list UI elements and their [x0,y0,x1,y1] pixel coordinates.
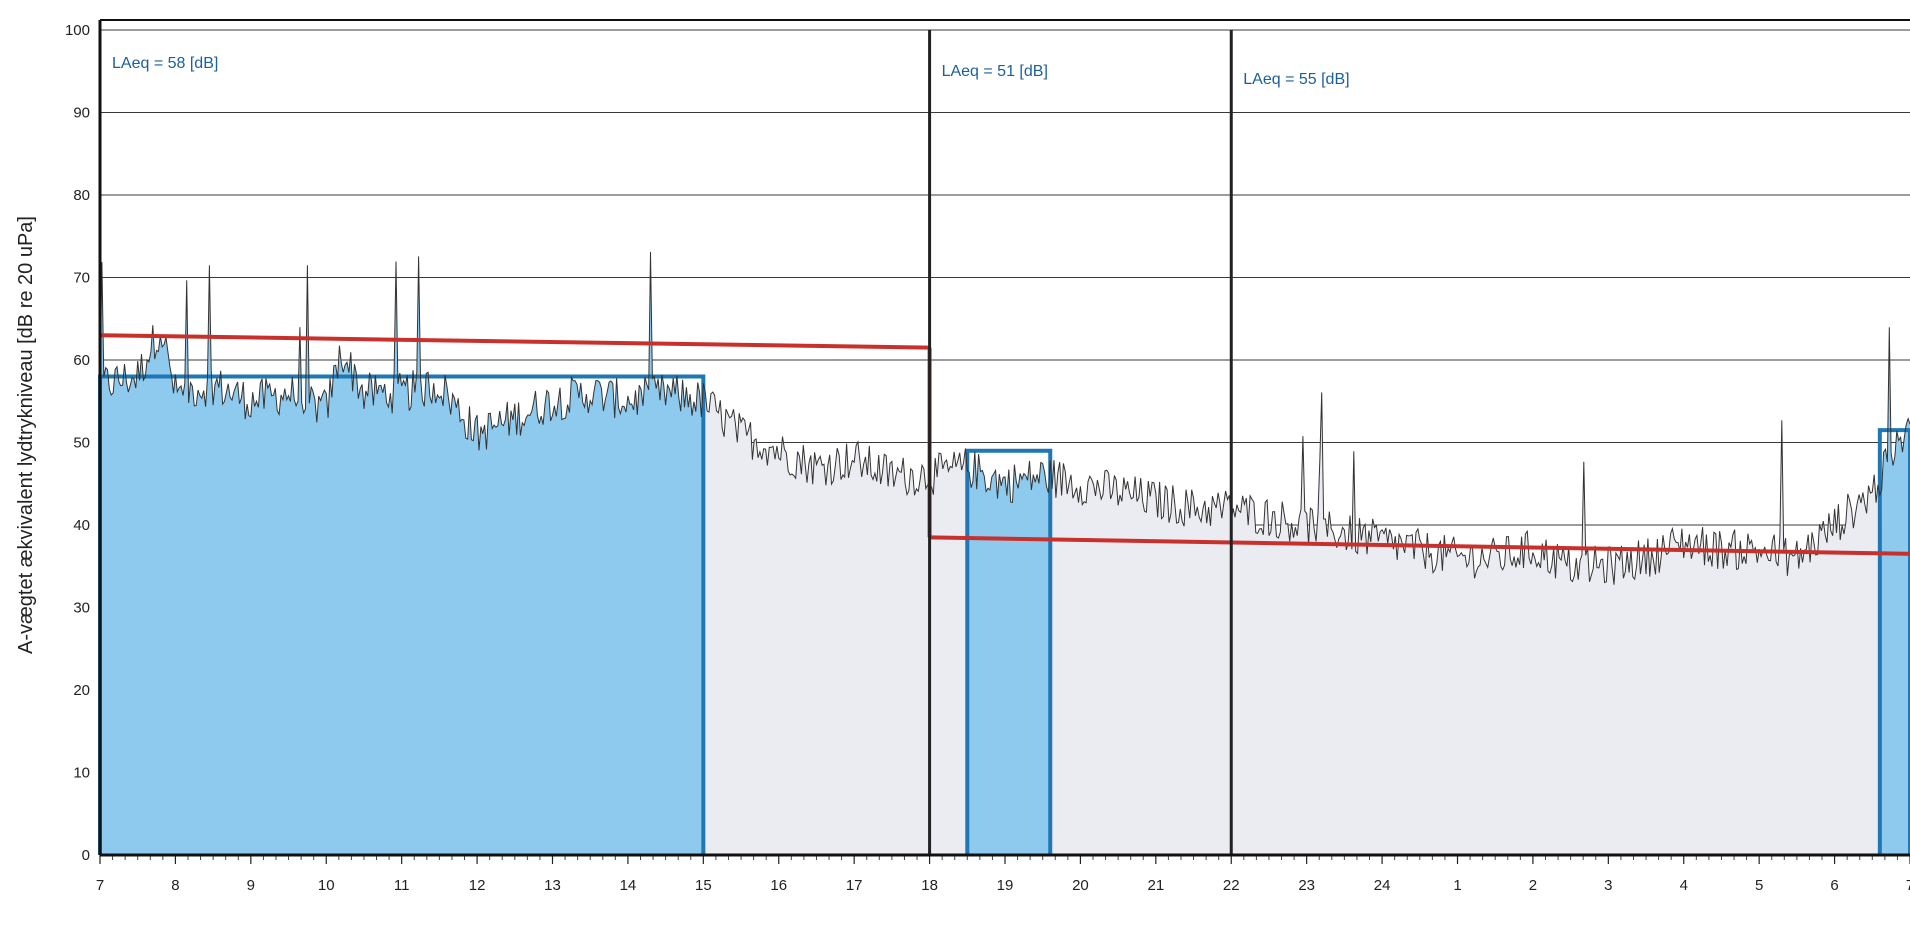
x-tick-label: 4 [1680,877,1688,894]
y-tick-label: 90 [73,105,90,122]
highlight-fill [967,451,1051,855]
y-tick-label: 100 [65,22,90,39]
x-tick-label: 18 [921,877,938,894]
x-tick-label: 7 [1906,877,1910,894]
highlight-fill [100,251,704,855]
highlight-frame [965,448,1053,855]
label-layer: LAeq = 58 [dB] LAeq = 51 [dB] LAeq = 55 [d… [112,55,1350,88]
x-tick-label: 5 [1755,877,1763,894]
y-tick-label: 40 [73,517,90,534]
x-tick-label: 14 [620,877,637,894]
y-tick-label: 10 [73,765,90,782]
y-tick-label: 0 [82,847,90,864]
laeq-annotation: LAeq = 58 [dB] [112,55,218,72]
x-tick-label: 23 [1298,877,1315,894]
x-tick-label: 8 [171,877,179,894]
x-tick-label: 16 [770,877,787,894]
x-tick-label: 3 [1604,877,1612,894]
x-tick-label: 11 [394,877,410,894]
x-tick-label: 13 [544,877,561,894]
x-tick-label: 6 [1830,877,1838,894]
x-tick-label: 21 [1147,877,1164,894]
x-tick-label: 9 [247,877,255,894]
highlight-frame [1877,428,1910,855]
laeq-annotation: LAeq = 51 [dB] [942,63,1048,80]
y-tick-label: 30 [73,600,90,617]
y-axis-title: A-vægtet ækvivalent lydtrykniveau [dB re… [15,216,37,654]
limit-line [99,333,930,350]
limit-line [929,535,1910,556]
x-tick-label: 20 [1072,877,1089,894]
y-tick-label: 50 [73,435,90,452]
x-tick-label: 17 [846,877,863,894]
x-tick-label: 2 [1529,877,1537,894]
x-tick-label: 12 [469,877,486,894]
y-tick-label: 80 [73,187,90,204]
highlight-layer [98,251,1910,855]
x-tick-label: 15 [695,877,712,894]
x-tick-label: 7 [96,877,104,894]
x-tick-label: 24 [1374,877,1391,894]
x-tick-label: 10 [318,877,335,894]
divider-layer [928,30,1233,855]
y-tick-label: 70 [73,270,90,287]
highlight-fill [1879,327,1910,855]
x-tick-label: 1 [1453,877,1461,894]
y-tick-label: 60 [73,352,90,369]
laeq-annotation: LAeq = 55 [dB] [1243,71,1349,88]
y-tick-label: 20 [73,682,90,699]
x-tick-label: 22 [1223,877,1240,894]
x-tick-label: 19 [997,877,1014,894]
